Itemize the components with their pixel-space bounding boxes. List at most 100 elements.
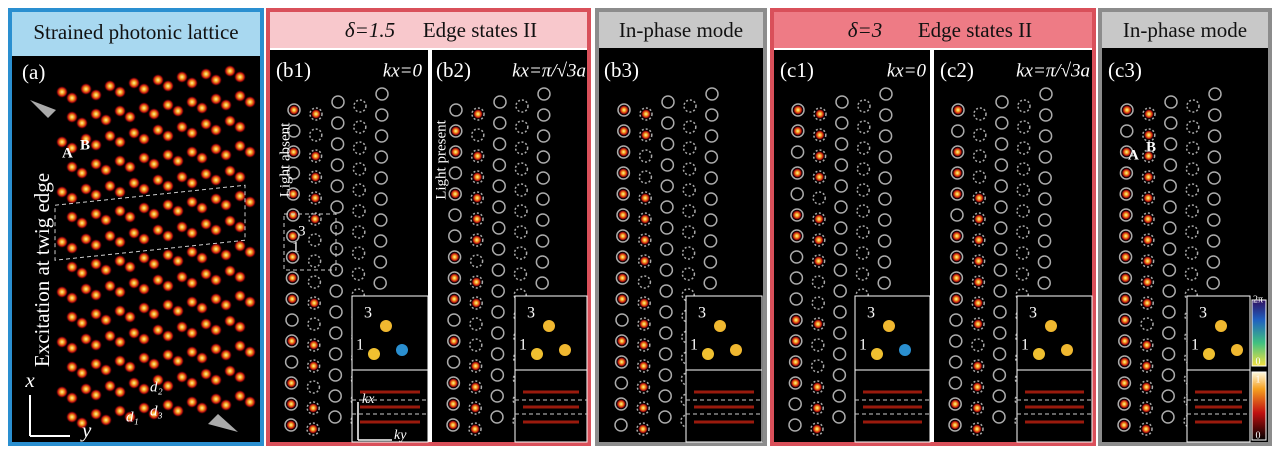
- site-ring: [832, 389, 846, 403]
- site-ring: [811, 275, 826, 289]
- intensity-spot: [974, 193, 985, 203]
- intensity-spot: [952, 189, 963, 199]
- site-ring: [705, 108, 719, 122]
- lattice-spot: [186, 77, 198, 89]
- site-ring: [789, 292, 803, 306]
- site-ring: [285, 250, 300, 264]
- site-ring: [308, 170, 323, 184]
- band: [694, 420, 754, 424]
- site-ring: [833, 284, 847, 298]
- lattice-spot: [220, 99, 232, 111]
- site-ring: [951, 103, 965, 117]
- lattice-spot: [114, 236, 126, 248]
- lattice-spot: [138, 133, 150, 145]
- site-ring: [448, 187, 462, 201]
- site-ring: [352, 141, 367, 155]
- site-ring: [373, 276, 387, 290]
- site-ring: [834, 137, 849, 151]
- site-ring: [951, 124, 965, 138]
- site-ring: [447, 271, 462, 285]
- site-label: A: [62, 145, 73, 161]
- site-label: 3: [298, 223, 306, 239]
- header: In-phase mode: [1123, 18, 1247, 42]
- site-ring: [636, 359, 651, 373]
- intensity-spot: [449, 294, 460, 304]
- intensity-spot: [1120, 315, 1130, 325]
- lattice-spot: [234, 340, 246, 352]
- site-ring: [491, 242, 506, 256]
- lattice-spot: [234, 71, 246, 83]
- site-ring: [704, 171, 718, 185]
- lattice-spot: [234, 140, 246, 152]
- site-ring: [659, 305, 673, 319]
- lattice-spot: [76, 167, 88, 179]
- intensity-spot: [448, 378, 459, 388]
- site-ring: [284, 418, 298, 432]
- site-ring: [535, 255, 550, 269]
- lattice-spot: [90, 289, 102, 301]
- site-ring: [660, 137, 675, 151]
- lattice-spot: [148, 108, 160, 120]
- intensity-spot: [448, 420, 458, 430]
- site-ring: [704, 192, 718, 206]
- lattice-spot: [162, 349, 174, 361]
- lattice-spot: [200, 268, 212, 280]
- site-ring: [660, 179, 674, 193]
- lattice-spot: [90, 139, 102, 151]
- site-ring: [639, 107, 653, 121]
- lattice-spot: [224, 115, 236, 127]
- site-ring: [992, 368, 1007, 382]
- site-ring: [353, 99, 367, 113]
- lattice-spot: [162, 399, 174, 411]
- site-ring: [1140, 296, 1154, 310]
- band: [360, 390, 420, 394]
- intensity-spot: [973, 235, 984, 245]
- lattice-spot: [104, 280, 116, 292]
- site-ring: [659, 326, 673, 340]
- lattice-spot: [210, 143, 222, 155]
- intensity-spot: [972, 403, 983, 413]
- site-ring: [832, 410, 846, 424]
- lattice-spot: [224, 265, 236, 277]
- phase-dot: [702, 348, 714, 360]
- phase-dot: [1045, 320, 1057, 332]
- band: [360, 405, 420, 409]
- lattice-spot: [210, 293, 222, 305]
- lattice-spot: [104, 330, 116, 342]
- site-ring: [950, 229, 964, 243]
- lattice-spot: [152, 124, 164, 136]
- site-ring: [856, 183, 870, 197]
- intensity-spot: [791, 315, 801, 325]
- site-ring: [995, 95, 1009, 109]
- lattice-spot: [100, 114, 112, 126]
- intensity-spot: [1119, 357, 1130, 367]
- site-ring: [374, 192, 388, 206]
- intensity-spot: [639, 319, 649, 329]
- site-ring: [790, 229, 804, 243]
- lattice-spot: [234, 390, 246, 402]
- lattice-spot: [186, 277, 198, 289]
- site-ring: [994, 179, 1008, 193]
- intensity-spot: [792, 168, 803, 178]
- site-ring: [286, 208, 300, 222]
- site-ring: [835, 95, 849, 109]
- lattice-spot: [138, 102, 150, 114]
- lattice-spot: [210, 324, 222, 336]
- lattice-spot: [124, 361, 136, 373]
- site-ring: [330, 221, 344, 235]
- site-ring: [1185, 141, 1200, 155]
- intensity-spot: [288, 210, 298, 220]
- site-ring: [1120, 103, 1134, 117]
- site-ring: [1119, 145, 1134, 159]
- site-ring: [284, 355, 299, 369]
- lattice-spot: [114, 405, 126, 417]
- lattice-spot: [220, 149, 232, 161]
- lattice-spot: [90, 389, 102, 401]
- site-ring: [287, 103, 301, 117]
- intensity-spot: [618, 147, 629, 157]
- side-text: Light present: [433, 119, 449, 199]
- site-ring: [352, 225, 366, 239]
- intensity-spot: [951, 231, 962, 241]
- site-ring: [994, 200, 1008, 214]
- band: [1025, 390, 1084, 394]
